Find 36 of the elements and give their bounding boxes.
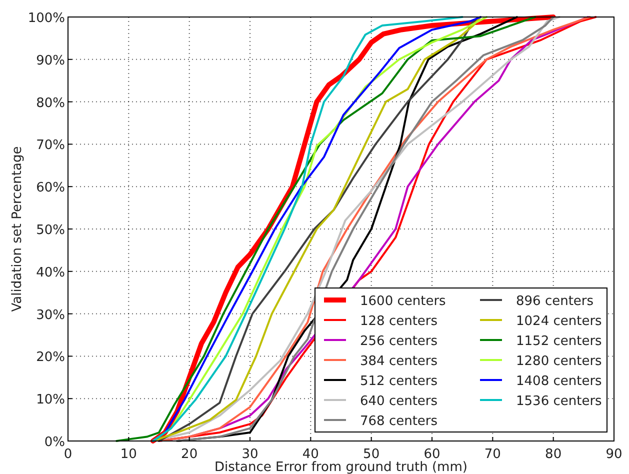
y-axis-title: Validation set Percentage bbox=[10, 146, 25, 312]
x-tick-label: 60 bbox=[424, 447, 440, 462]
x-axis-title: Distance Error from ground truth (mm) bbox=[214, 460, 468, 474]
x-tick-label: 30 bbox=[242, 447, 258, 462]
y-tick-label: 90% bbox=[36, 53, 65, 68]
legend-label: 1408 centers bbox=[516, 374, 602, 389]
x-tick-label: 80 bbox=[545, 447, 562, 462]
y-tick-label: 60% bbox=[36, 180, 65, 196]
x-tick-label: 0 bbox=[64, 447, 72, 462]
x-tick-label: 40 bbox=[302, 447, 319, 462]
y-tick-label: 80% bbox=[36, 96, 65, 111]
x-tick-label: 10 bbox=[120, 447, 137, 462]
x-tick-label: 90 bbox=[606, 447, 622, 462]
y-tick-label: 50% bbox=[36, 223, 65, 238]
y-tick-label: 100% bbox=[28, 11, 65, 26]
legend-label: 1536 centers bbox=[516, 394, 602, 409]
legend-label: 384 centers bbox=[360, 354, 438, 369]
x-tick-label: 20 bbox=[181, 447, 198, 462]
legend-label: 128 centers bbox=[360, 314, 438, 329]
legend-label: 1280 centers bbox=[516, 354, 602, 369]
legend-label: 512 centers bbox=[360, 374, 438, 389]
y-tick-label: 0% bbox=[44, 435, 65, 450]
y-tick-label: 30% bbox=[36, 308, 65, 323]
legend-label: 1600 centers bbox=[360, 294, 446, 309]
y-tick-label: 20% bbox=[36, 350, 65, 366]
legend-label: 768 centers bbox=[360, 414, 438, 429]
legend-label: 256 centers bbox=[360, 334, 438, 349]
x-tick-label: 50 bbox=[363, 447, 380, 462]
x-tick-label: 70 bbox=[484, 447, 501, 462]
y-tick-label: 70% bbox=[36, 138, 65, 154]
legend-label: 640 centers bbox=[360, 394, 438, 409]
y-tick-label: 10% bbox=[36, 392, 65, 408]
legend-label: 896 centers bbox=[516, 294, 594, 309]
legend-label: 1152 centers bbox=[516, 334, 602, 349]
legend-label: 1024 centers bbox=[516, 314, 602, 329]
y-tick-label: 40% bbox=[36, 265, 65, 280]
